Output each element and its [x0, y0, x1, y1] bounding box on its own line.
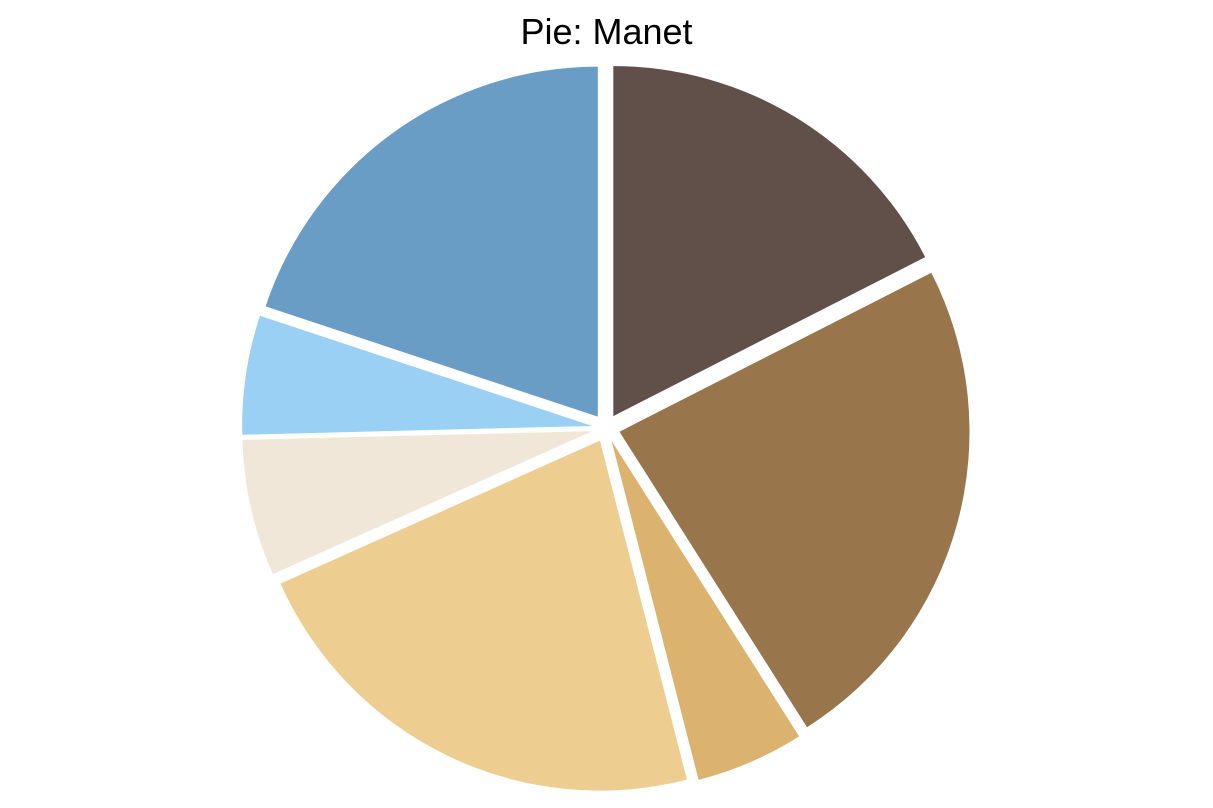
pie-slice-1	[613, 66, 926, 417]
pie-slice-6	[242, 315, 593, 435]
pie-slice-4	[280, 440, 687, 791]
chart-title: Pie: Manet	[520, 11, 693, 52]
pie-slices	[242, 66, 970, 791]
pie-slice-3	[611, 440, 800, 780]
pie-slice-2	[619, 272, 970, 728]
pie-slice-5	[242, 431, 593, 575]
pie-slice-7	[265, 66, 598, 417]
